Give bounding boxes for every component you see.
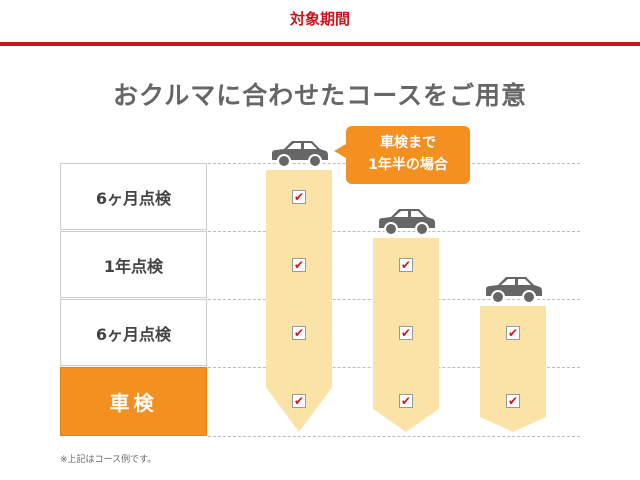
checkbox-checked-icon: ✔ bbox=[399, 258, 413, 272]
checkbox-checked-icon: ✔ bbox=[399, 326, 413, 340]
checkbox-checked-icon: ✔ bbox=[399, 394, 413, 408]
checkbox-checked-icon: ✔ bbox=[506, 326, 520, 340]
header-divider bbox=[0, 42, 640, 46]
car-icon bbox=[375, 206, 437, 240]
row-divider bbox=[208, 436, 580, 437]
row-label-1year: 1年点検 bbox=[60, 231, 207, 298]
footnote: ※上記はコース例です。 bbox=[60, 455, 157, 465]
callout-line-1: 車検まで bbox=[380, 135, 436, 151]
checkbox-checked-icon: ✔ bbox=[292, 258, 306, 272]
callout-bubble: 車検まで 1年半の場合 bbox=[334, 126, 470, 184]
course-bar bbox=[266, 170, 332, 432]
course-bar bbox=[480, 306, 546, 432]
checkbox-checked-icon: ✔ bbox=[292, 326, 306, 340]
section-header: 対象期間 bbox=[289, 10, 350, 28]
row-label-6month-2: 6ヶ月点検 bbox=[60, 299, 207, 366]
checkbox-checked-icon: ✔ bbox=[292, 190, 306, 204]
checkbox-checked-icon: ✔ bbox=[292, 394, 306, 408]
row-label-shaken: 車検 bbox=[60, 367, 207, 436]
car-icon bbox=[482, 274, 544, 308]
callout-line-2: 1年半の場合 bbox=[368, 157, 448, 173]
row-label-6month-1: 6ヶ月点検 bbox=[60, 163, 207, 230]
checkbox-checked-icon: ✔ bbox=[506, 394, 520, 408]
car-icon bbox=[268, 138, 330, 172]
page-title: おクルマに合わせたコースをご用意 bbox=[112, 81, 527, 110]
